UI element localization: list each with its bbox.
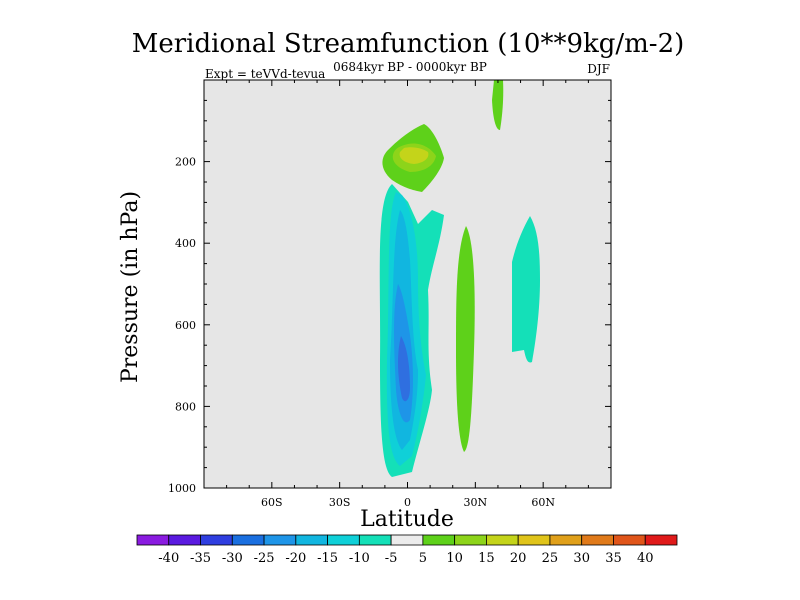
colorbar-label: -40 — [158, 551, 179, 566]
colorbar-swatch — [358, 534, 392, 546]
colorbar-label: -10 — [349, 551, 370, 566]
colorbar-label: -15 — [317, 551, 338, 566]
colorbar-label: 35 — [605, 551, 622, 566]
upper-positive-core — [399, 147, 429, 164]
colorbar-swatch — [644, 534, 678, 546]
colorbar-label: 25 — [542, 551, 559, 566]
y-tick-label: 600 — [175, 319, 196, 332]
colorbar-swatch — [549, 534, 583, 546]
y-tick-label: 800 — [175, 400, 196, 413]
x-tick-label: 30N — [464, 496, 488, 509]
colorbar-swatch — [200, 534, 233, 546]
colorbar-label: -25 — [254, 551, 275, 566]
colorbar-swatch — [263, 534, 297, 546]
colorbar-label: 20 — [510, 551, 527, 566]
period-label: 0684kyr BP - 0000kyr BP — [333, 60, 487, 74]
contour-fills — [379, 80, 540, 477]
y-tick-label: 400 — [175, 237, 196, 250]
colorbar-label: 5 — [419, 551, 427, 566]
southern-cell-core — [398, 336, 410, 402]
northern-cell-55n — [512, 216, 540, 363]
northern-cell-30n — [456, 226, 475, 452]
x-tick-label: 60N — [531, 496, 555, 509]
colorbar-swatch — [486, 534, 519, 546]
y-tick-label: 1000 — [168, 482, 196, 495]
colorbar-label: -5 — [385, 551, 398, 566]
y-axis-label: Pressure (in hPa) — [118, 191, 143, 383]
colorbar-swatch — [581, 534, 614, 546]
colorbar-swatch — [422, 534, 456, 546]
x-axis-ticks: 60S 30S 0 30N 60N — [203, 80, 612, 509]
colorbar-label: -30 — [222, 551, 243, 566]
x-tick-label: 30S — [329, 496, 351, 509]
colorbar-swatch — [295, 534, 328, 546]
y-tick-label: 200 — [175, 156, 196, 169]
top-cell-40n — [492, 80, 504, 130]
chart-title: Meridional Streamfunction (10**9kg/m-2) — [132, 29, 685, 59]
colorbar-swatch — [390, 534, 424, 546]
colorbar-label: -20 — [285, 551, 306, 566]
colorbar-label: 10 — [446, 551, 463, 566]
colorbar: -40 -35 -30 -25 -20 -15 -10 -5 5 10 15 20 25 30 35 40 — [136, 534, 678, 566]
x-tick-label: 0 — [404, 496, 411, 509]
colorbar-label: 15 — [478, 551, 495, 566]
colorbar-label: -35 — [190, 551, 211, 566]
colorbar-label: 30 — [573, 551, 590, 566]
colorbar-swatch — [327, 534, 360, 546]
colorbar-label: 40 — [637, 551, 654, 566]
colorbar-swatch — [168, 534, 201, 546]
x-axis-label: Latitude — [360, 507, 454, 532]
y-axis-ticks: 200 400 600 800 1000 — [168, 79, 611, 495]
colorbar-swatch — [517, 534, 551, 546]
x-tick-label: 60S — [261, 496, 283, 509]
season-label: DJF — [587, 62, 610, 76]
colorbar-swatch — [613, 534, 646, 546]
colorbar-swatch — [136, 534, 170, 546]
colorbar-swatch — [231, 534, 265, 546]
colorbar-swatch — [454, 534, 487, 546]
experiment-label: Expt = teVVd-tevua — [205, 67, 325, 81]
